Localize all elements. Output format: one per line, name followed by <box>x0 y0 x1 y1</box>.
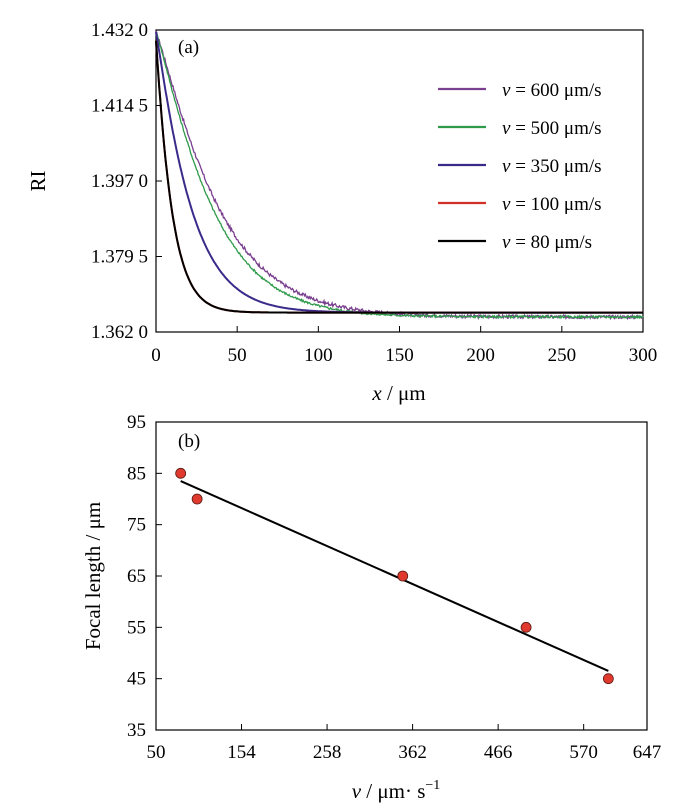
chart-b-points <box>175 467 614 685</box>
chart-a-xtick-label: 300 <box>629 345 658 366</box>
chart-b-ytick-label: 85 <box>127 463 146 484</box>
chart-b-ytick-label: 65 <box>127 566 146 587</box>
legend-label-100: v = 100 μm/s <box>502 194 602 215</box>
legend-label-350: v = 350 μm/s <box>502 156 602 177</box>
chart-b-xtick-label: 154 <box>227 742 256 763</box>
legend-label-80: v = 80 μm/s <box>502 232 592 253</box>
chart-b-xtick-label: 258 <box>313 742 342 763</box>
chart-b: 50 154 258 362 466 570 647 35 45 55 65 75 85 95 (b) F… <box>81 412 661 803</box>
chart-a: 0 50 100 150 200 250 300 1.362 0 1.379 5 1.397 0 1… <box>26 20 657 405</box>
chart-a-ticks: 0 50 100 150 200 250 300 1.362 0 1.379 5 1.397 0 1… <box>91 20 657 366</box>
chart-a-curves <box>155 30 644 321</box>
data-point <box>602 673 614 685</box>
data-point <box>520 621 532 633</box>
chart-a-ylabel: RI <box>26 170 50 191</box>
chart-b-xtick-label: 647 <box>633 742 662 763</box>
data-point <box>191 493 203 505</box>
chart-a-xtick-label: 100 <box>304 345 333 366</box>
chart-a-xtick-label: 50 <box>228 345 247 366</box>
chart-a-xtick-label: 250 <box>548 345 577 366</box>
chart-b-xtick-label: 466 <box>484 742 513 763</box>
chart-b-xlabel: v / μm· s−1 <box>352 778 441 803</box>
chart-a-xtick-label: 150 <box>385 345 414 366</box>
chart-a-frame <box>155 29 644 333</box>
chart-a-ytick-label: 1.397 0 <box>91 171 148 192</box>
chart-a-xtick-label: 0 <box>151 345 161 366</box>
chart-a-xtick-label: 200 <box>466 345 495 366</box>
chart-a-panel-label: (a) <box>178 37 199 58</box>
chart-a-xlabel: x / μm <box>371 381 425 405</box>
legend-label-600: v = 600 μm/s <box>502 80 602 101</box>
series-line-80 <box>155 40 643 314</box>
chart-b-ticks: 50 154 258 362 466 570 647 35 45 55 65 75 85 95 <box>127 412 661 763</box>
chart-a-legend: v = 600 μm/s v = 500 μm/s v = 350 μm/s v = … <box>438 80 602 253</box>
chart-b-panel-label: (b) <box>178 431 200 452</box>
chart-b-ytick-label: 35 <box>127 720 146 741</box>
chart-a-ytick-label: 1.432 0 <box>91 20 148 41</box>
chart-b-xtick-label: 570 <box>569 742 598 763</box>
chart-b-ytick-label: 75 <box>127 515 146 536</box>
fit-line <box>180 480 609 672</box>
chart-b-xtick-label: 362 <box>398 742 427 763</box>
chart-a-ytick-label: 1.414 5 <box>91 96 148 117</box>
chart-b-ylabel: Focal length / μm <box>81 502 105 650</box>
legend-label-500: v = 500 μm/s <box>502 118 602 139</box>
chart-b-fit <box>180 480 609 672</box>
chart-b-ytick-label: 95 <box>127 412 146 433</box>
chart-b-xtick-label: 50 <box>147 742 166 763</box>
chart-b-ytick-label: 55 <box>127 617 146 638</box>
data-point <box>175 467 187 479</box>
chart-b-ytick-label: 45 <box>127 669 146 690</box>
data-point <box>397 570 409 582</box>
chart-a-ytick-label: 1.379 5 <box>91 247 148 268</box>
series-line-500 <box>155 32 644 320</box>
chart-a-ytick-label: 1.362 0 <box>91 322 148 343</box>
